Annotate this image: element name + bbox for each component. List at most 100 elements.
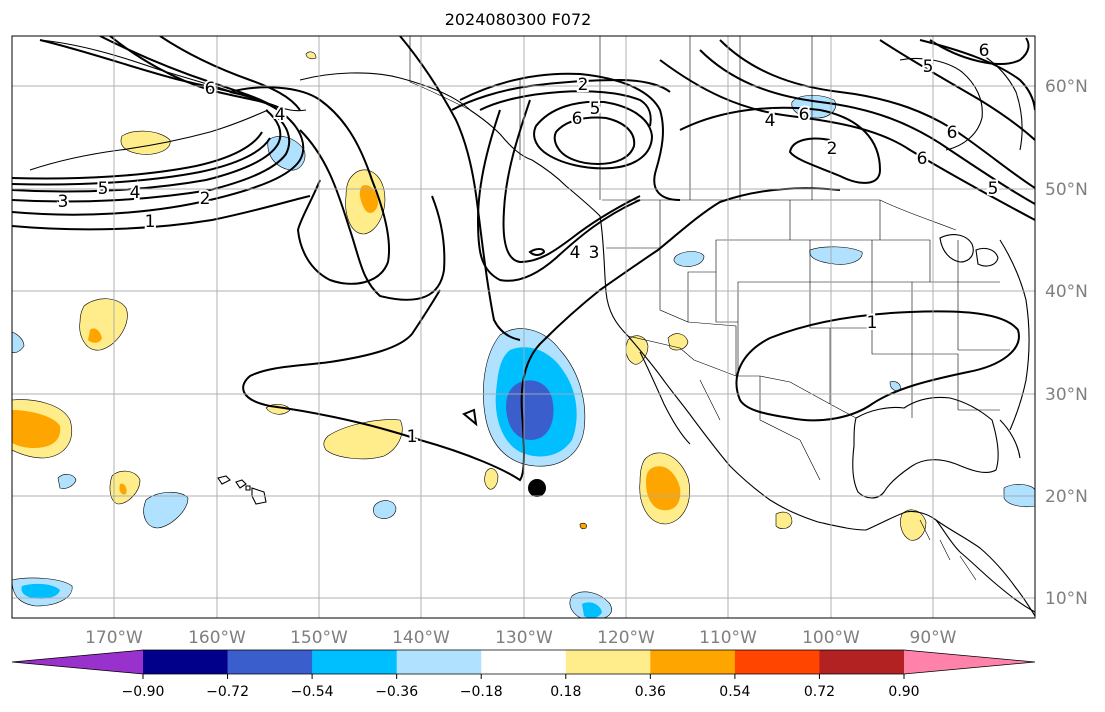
lat-label: 60°N xyxy=(1045,77,1088,97)
contour-6-left-b xyxy=(99,36,277,109)
lon-label: 130°W xyxy=(495,628,553,648)
contour-label: 6 xyxy=(979,41,990,61)
colorbar-tick-label: −0.36 xyxy=(375,684,418,700)
coastline-central-america xyxy=(935,519,1035,617)
lon-label: 150°W xyxy=(290,628,348,648)
colorbar-tick-label: 0.36 xyxy=(635,684,666,700)
contour-label: 2 xyxy=(200,189,211,209)
contour-trough-2 xyxy=(476,109,641,282)
contour-1-pacific xyxy=(299,129,446,301)
contour-center-4 xyxy=(479,90,652,127)
anomaly-blob-south-1-mid xyxy=(21,583,60,599)
contour-1-south xyxy=(419,187,841,482)
island-hawaii-3 xyxy=(251,487,267,505)
anomaly-blob-nevada xyxy=(673,251,705,267)
contour-2-left xyxy=(12,113,291,203)
colorbar-extend-low xyxy=(12,650,143,674)
coastline-florida xyxy=(999,419,1021,459)
contour-label: 6 xyxy=(917,149,928,169)
coastline-north-america-west xyxy=(299,72,1035,613)
contour-east-ring xyxy=(929,37,1030,65)
contour-label-group: 6 5 4 3 2 1 2 5 6 4 3 4 6 5 6 2 1 1 6 4 … xyxy=(56,39,1001,449)
contour-label: 3 xyxy=(58,192,69,212)
anomaly-blob-arizona xyxy=(667,333,689,351)
anomaly-blob-west-edge-core xyxy=(12,410,61,448)
lon-label: 160°W xyxy=(188,628,246,648)
colorbar-segment xyxy=(819,650,905,674)
contour-label: 6 xyxy=(205,79,216,99)
coastline-hudson xyxy=(899,57,983,151)
contour-east-4 xyxy=(659,59,1035,221)
colorbar-segment xyxy=(312,650,398,674)
anomaly-blob-small-4 xyxy=(305,51,317,60)
coastline-aleutians xyxy=(29,109,269,171)
contour-label: 5 xyxy=(590,99,601,119)
colorbar-tick-label: 0.90 xyxy=(888,684,919,700)
gridlines xyxy=(12,36,1035,618)
lat-label: 20°N xyxy=(1045,487,1088,507)
contour-6-loop xyxy=(553,116,636,166)
contour-label: 4 xyxy=(275,105,286,125)
lat-label: 50°N xyxy=(1045,180,1088,200)
contour-label: 5 xyxy=(923,57,934,77)
colorbar-segment xyxy=(143,650,229,674)
island-hawaii-1 xyxy=(217,475,231,485)
colorbar-segment xyxy=(650,650,736,674)
lat-label: 30°N xyxy=(1045,385,1088,405)
contour-ridge-north xyxy=(459,72,681,201)
lon-label: 90°W xyxy=(910,628,957,648)
colorbar-tick-label: 0.18 xyxy=(550,684,581,700)
coastline-baja xyxy=(639,351,691,445)
anomaly-blob-yucatan xyxy=(900,509,927,541)
lon-label: 110°W xyxy=(699,628,757,648)
colorbar-tick-label: −0.18 xyxy=(460,684,503,700)
contour-label: 4 xyxy=(765,111,776,131)
contour-label: 3 xyxy=(589,243,600,263)
lon-label: 120°W xyxy=(597,628,655,648)
contour-small-loop xyxy=(528,248,546,256)
border-states-east xyxy=(880,239,1010,411)
contour-label: 2 xyxy=(578,75,589,95)
colorbar-segment xyxy=(481,650,567,674)
coastline-great-lakes xyxy=(939,234,999,267)
contour-label: 1 xyxy=(867,313,878,333)
border-us-canada xyxy=(602,199,957,231)
colorbar-tick-label: 0.72 xyxy=(804,684,835,700)
border-central-america xyxy=(919,519,977,581)
contour-east-5 xyxy=(699,49,1035,205)
contour-label: 1 xyxy=(145,212,156,232)
lat-label: 40°N xyxy=(1045,282,1088,302)
contour-east-6b xyxy=(879,39,1035,141)
contour-label: 2 xyxy=(827,139,838,159)
border-us-mexico xyxy=(627,335,857,419)
anomaly-blob-south-2-mid xyxy=(582,602,602,618)
contour-label: 6 xyxy=(572,109,583,129)
lon-label: 140°W xyxy=(392,628,450,648)
coastline-alaska-south xyxy=(39,39,307,112)
contour-1-main xyxy=(12,86,391,285)
contour-6-left xyxy=(39,39,269,105)
island-hawaii-4 xyxy=(245,485,251,491)
storm-position-marker xyxy=(528,479,546,497)
contour-1-pacific-b xyxy=(242,289,441,441)
contour-trough-3 xyxy=(502,99,641,264)
colorbar-tick-label: −0.90 xyxy=(122,684,165,700)
colorbar-segment xyxy=(227,650,313,674)
coastlines xyxy=(29,39,1035,617)
colorbar-segment xyxy=(734,650,820,674)
contour-label: 5 xyxy=(988,179,999,199)
colorbar-segment xyxy=(396,650,482,674)
contour-label: 1 xyxy=(407,427,418,447)
contour-east-6a xyxy=(719,39,1035,189)
contour-lines xyxy=(12,36,1035,482)
contour-center-2 xyxy=(451,78,671,111)
anomaly-blob-small-5 xyxy=(579,522,587,530)
latitude-labels: 60°N 50°N 40°N 30°N 20°N 10°N xyxy=(1045,77,1088,609)
anomaly-blob-mexico-pacific-core xyxy=(646,466,681,511)
longitude-labels: 170°W 160°W 150°W 140°W 130°W 120°W 110°… xyxy=(85,628,957,648)
contour-5-left xyxy=(12,131,263,180)
plot-title: 2024080300 F072 xyxy=(444,10,592,29)
contour-label: 5 xyxy=(98,179,109,199)
map-frame xyxy=(11,35,1036,619)
colorbar: −0.90 −0.72 −0.54 −0.36 −0.18 0.18 0.36 0.54 0.7… xyxy=(11,649,1036,700)
